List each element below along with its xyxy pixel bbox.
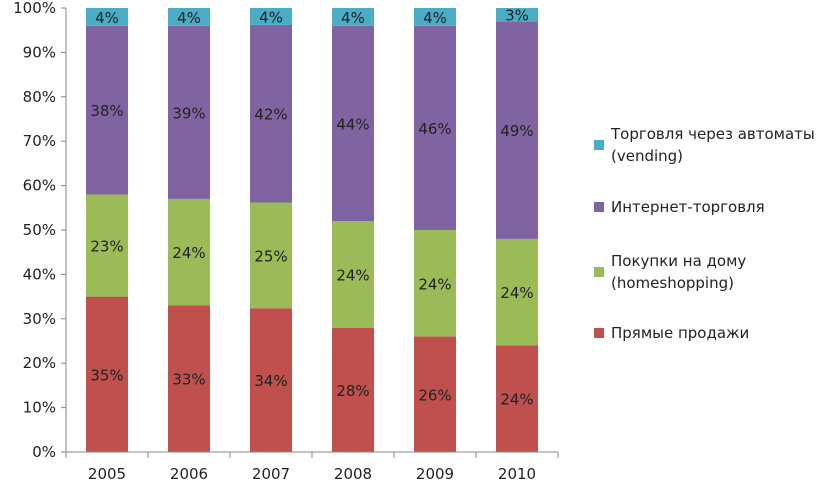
bar-segment <box>86 194 128 297</box>
legend-label: (homeshopping) <box>611 274 734 292</box>
x-tick-label: 2010 <box>498 465 536 483</box>
y-tick-label: 20% <box>23 354 56 372</box>
legend-item: Покупки на дому (homeshopping) <box>594 252 746 292</box>
bar-segment <box>414 8 456 26</box>
y-tick-label: 60% <box>23 177 56 195</box>
x-axis: 2005 2006 2007 2008 2009 2010 <box>65 451 559 483</box>
bar-segment <box>168 305 210 452</box>
legend-label: Прямые продажи <box>611 324 749 342</box>
data-label: 3% <box>505 7 529 25</box>
bar-segment <box>86 8 128 26</box>
data-label: 4% <box>95 9 119 27</box>
legend: Торговля через автоматы (vending) Интернет… <box>594 125 815 342</box>
legend-item: Интернет-торговля <box>594 198 765 216</box>
bar-segment <box>496 345 538 452</box>
bar-segment <box>250 24 292 203</box>
bar-segment <box>414 230 456 337</box>
y-tick-label: 0% <box>32 443 56 461</box>
y-tick-label: 40% <box>23 265 56 283</box>
data-label: 25% <box>254 247 287 265</box>
bar-segment <box>168 25 210 199</box>
y-tick-label: 30% <box>23 310 56 328</box>
y-tick-label: 90% <box>23 43 56 61</box>
legend-swatch <box>594 267 604 277</box>
data-label: 4% <box>423 9 447 27</box>
data-label: 4% <box>259 8 283 26</box>
bar-segment <box>332 327 374 452</box>
bar-segment <box>414 336 456 452</box>
x-tick-label: 2009 <box>416 465 454 483</box>
legend-swatch <box>594 328 604 338</box>
legend-label: (vending) <box>611 147 683 165</box>
bar-segment <box>250 202 292 309</box>
data-label: 24% <box>500 391 533 409</box>
y-axis: 0% 10% 20% 30% 40% 50% 60% 70% 80% 90% 100% <box>13 0 67 461</box>
bar-segment <box>332 25 374 222</box>
data-label: 24% <box>172 244 205 262</box>
data-label: 35% <box>90 366 123 384</box>
bar-segment <box>496 8 538 22</box>
bar-segment <box>250 8 292 25</box>
data-label: 39% <box>172 104 205 122</box>
legend-item: Прямые продажи <box>594 324 749 342</box>
data-label: 34% <box>254 372 287 390</box>
x-tick-label: 2006 <box>170 465 208 483</box>
legend-swatch <box>594 202 604 212</box>
data-label: 4% <box>341 9 365 27</box>
legend-label: Торговля через автоматы <box>610 125 815 143</box>
data-label: 49% <box>500 122 533 140</box>
data-label: 4% <box>177 9 201 27</box>
data-label: 46% <box>418 120 451 138</box>
y-tick-label: 50% <box>23 221 56 239</box>
bar-segment <box>86 296 128 452</box>
bar-segment <box>332 8 374 26</box>
data-label: 24% <box>500 284 533 302</box>
legend-label: Покупки на дому <box>611 252 746 270</box>
bar-segment <box>250 308 292 452</box>
bar-segment <box>168 8 210 26</box>
data-label: 24% <box>418 275 451 293</box>
y-tick-label: 80% <box>23 88 56 106</box>
data-label: 24% <box>336 266 369 284</box>
bar-segment <box>168 198 210 306</box>
data-label: 44% <box>336 115 369 133</box>
x-tick-label: 2008 <box>334 465 372 483</box>
data-label: 26% <box>418 386 451 404</box>
bars: 35% 23% 38% 4% 33% 24% 39% 4% 34% 25% 42% 4% 28% 24% 4… <box>86 7 538 452</box>
x-tick-label: 2005 <box>88 465 126 483</box>
data-label: 38% <box>90 102 123 120</box>
data-label: 23% <box>90 238 123 256</box>
legend-item: Торговля через автоматы (vending) <box>594 125 815 165</box>
y-tick-label: 100% <box>13 0 56 17</box>
y-tick-label: 10% <box>23 399 56 417</box>
y-tick-label: 70% <box>23 132 56 150</box>
bar-segment <box>332 221 374 328</box>
legend-label: Интернет-торговля <box>611 198 765 216</box>
x-tick-label: 2007 <box>252 465 290 483</box>
data-label: 42% <box>254 106 287 124</box>
data-label: 28% <box>336 382 369 400</box>
bar-segment <box>86 25 128 195</box>
bar-segment <box>496 21 538 239</box>
legend-swatch <box>594 140 604 150</box>
bar-segment <box>414 25 456 231</box>
data-label: 33% <box>172 371 205 389</box>
bar-segment <box>496 238 538 346</box>
